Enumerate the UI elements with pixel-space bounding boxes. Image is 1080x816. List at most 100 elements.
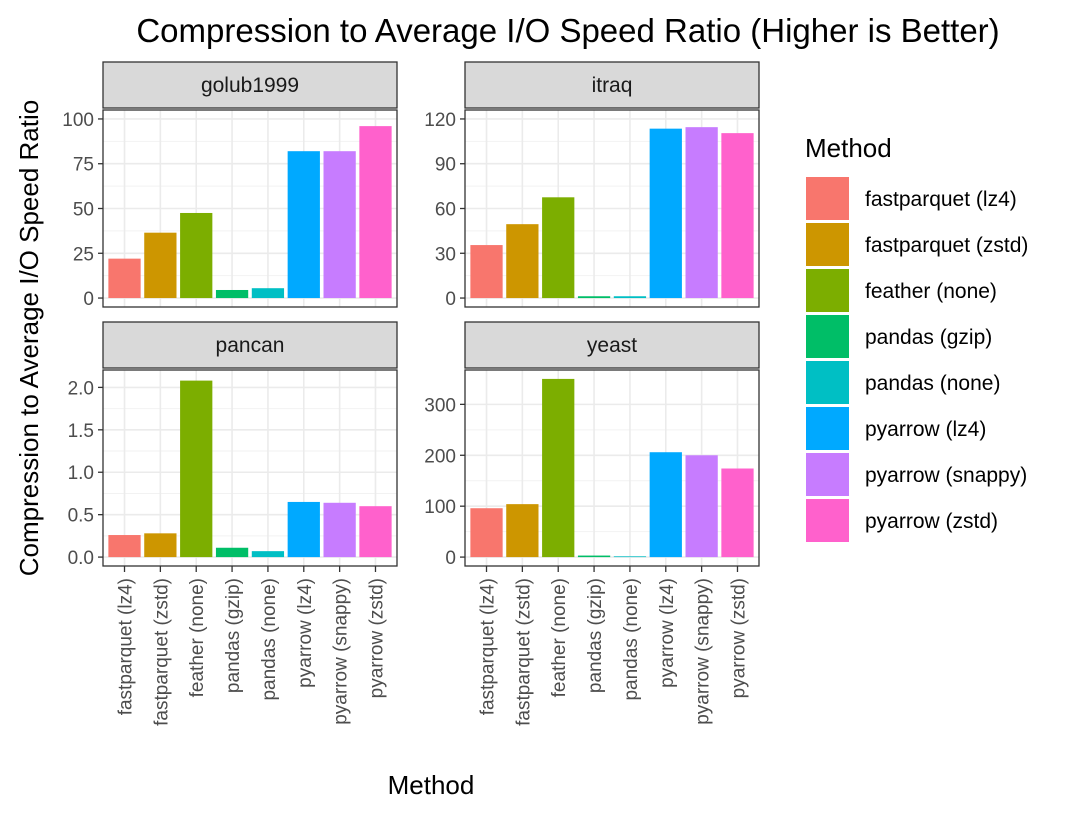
bar-itraq-pandas (gzip) [577,296,611,299]
x-tick-label: pandas (none) [621,578,642,701]
bar-golub1999-feather (none) [180,212,213,299]
facet-strip [102,321,398,369]
y-tick-label: 0 [83,289,94,310]
x-tick-label: pyarrow (lz4) [657,578,678,688]
facet-strip-label: yeast [587,334,637,357]
legend-label: pandas (gzip) [865,326,992,349]
y-tick-label: 1.0 [68,463,94,484]
legend-items: fastparquet (lz4) fastparquet (zstd) feath… [806,177,1028,542]
legend-title: Method [805,133,892,163]
y-tick-label: 0.0 [68,548,94,569]
bar-golub1999-pandas (gzip) [215,289,249,299]
x-tick-label: feather (none) [187,578,208,697]
facet-strip-label: golub1999 [201,74,299,97]
x-tick-label: fastparquet (zstd) [151,578,172,726]
legend-label: feather (none) [865,280,997,303]
legend: Method fastparquet (lz4) fastparquet (zst… [805,133,1028,542]
bar-yeast-pyarrow (snappy) [685,455,718,558]
y-tick-label: 120 [424,110,456,131]
legend-key-pandas (gzip) [806,315,849,358]
y-tick-label: 2.0 [68,378,94,399]
bar-itraq-pyarrow (lz4) [649,128,682,299]
bar-golub1999-pyarrow (zstd) [359,126,392,299]
facet-strip-label: itraq [592,74,633,97]
bar-itraq-pyarrow (zstd) [721,133,754,299]
bar-pancan-pandas (none) [251,551,285,558]
bar-pancan-pandas (gzip) [215,547,249,558]
facet-strip-label: pancan [216,334,285,357]
y-tick-label: 30 [435,244,456,265]
bar-yeast-pyarrow (lz4) [649,452,682,558]
bar-itraq-pandas (none) [613,296,647,299]
x-tick-label: pandas (gzip) [223,578,244,693]
y-tick-label: 0 [445,548,456,569]
x-tick-label: pyarrow (zstd) [366,578,387,698]
facet-strip [464,321,760,369]
panel-border [464,369,760,567]
legend-key-fastparquet (zstd) [806,223,849,266]
bar-yeast-fastparquet (zstd) [506,504,539,558]
y-tick-label: 50 [73,200,94,221]
bar-golub1999-fastparquet (lz4) [108,258,141,299]
facet-panel-golub1999: golub1999 0 25 50 75 100 [62,61,398,310]
x-tick-label: fastparquet (zstd) [513,578,534,726]
bar-golub1999-fastparquet (zstd) [144,232,177,299]
bar-yeast-pandas (gzip) [577,555,611,558]
facet-panel-itraq: itraq 0 30 60 90 120 [424,61,760,310]
legend-label: fastparquet (zstd) [865,234,1028,257]
y-tick-label: 25 [73,244,94,265]
x-tick-label: pyarrow (snappy) [331,578,352,725]
y-tick-label: 1.5 [68,421,94,442]
facet-strip [102,61,398,109]
facet-panel-yeast: yeast 0 100 200 300 fastparquet (lz4) fastparq… [424,321,760,726]
legend-key-pyarrow (snappy) [806,453,849,496]
y-tick-label: 200 [424,446,456,467]
bar-yeast-feather (none) [542,378,575,558]
x-tick-label: fastparquet (lz4) [116,578,137,715]
y-tick-label: 100 [62,110,94,131]
x-tick-label: pandas (none) [259,578,280,701]
bar-golub1999-pyarrow (snappy) [323,151,356,299]
bar-pancan-pyarrow (snappy) [323,502,356,558]
bar-itraq-fastparquet (lz4) [470,245,503,299]
legend-key-pyarrow (zstd) [806,499,849,542]
y-tick-label: 60 [435,200,456,221]
bar-pancan-fastparquet (zstd) [144,533,177,558]
chart-title: Compression to Average I/O Speed Ratio (… [136,12,999,49]
y-axis-title: Compression to Average I/O Speed Ratio [14,100,44,576]
bar-pancan-fastparquet (lz4) [108,535,141,558]
legend-key-pyarrow (lz4) [806,407,849,450]
y-tick-label: 0 [445,289,456,310]
x-tick-label: pyarrow (zstd) [728,578,749,698]
bar-itraq-feather (none) [542,197,575,299]
x-tick-label: feather (none) [549,578,570,697]
legend-label: pyarrow (zstd) [865,510,998,533]
bar-yeast-pandas (none) [613,556,647,558]
y-tick-label: 0.5 [68,506,94,527]
y-tick-label: 90 [435,155,456,176]
x-tick-label: pyarrow (lz4) [295,578,316,688]
bar-pancan-pyarrow (zstd) [359,506,392,558]
facet-strip [464,61,760,109]
legend-label: pyarrow (snappy) [865,464,1027,487]
bar-yeast-fastparquet (lz4) [470,508,503,558]
x-axis-title: Method [388,770,475,800]
legend-key-fastparquet (lz4) [806,177,849,220]
legend-key-pandas (none) [806,361,849,404]
legend-key-feather (none) [806,269,849,312]
bar-yeast-pyarrow (zstd) [721,468,754,558]
facet-panels: golub1999 0 25 50 75 100 itraq 0 30 60 90 120 pancan… [62,61,760,726]
x-tick-label: fastparquet (lz4) [478,578,499,715]
bar-pancan-feather (none) [180,380,213,558]
legend-label: pyarrow (lz4) [865,418,986,441]
y-tick-label: 300 [424,395,456,416]
legend-label: pandas (none) [865,372,1000,395]
facet-panel-pancan: pancan 0.0 0.5 1.0 1.5 2.0 fastparquet (lz4) fa… [68,321,398,726]
legend-label: fastparquet (lz4) [865,188,1017,211]
bar-itraq-fastparquet (zstd) [506,224,539,299]
bar-itraq-pyarrow (snappy) [685,127,718,299]
y-tick-label: 100 [424,497,456,518]
x-tick-label: pyarrow (snappy) [693,578,714,725]
x-tick-label: pandas (gzip) [585,578,606,693]
